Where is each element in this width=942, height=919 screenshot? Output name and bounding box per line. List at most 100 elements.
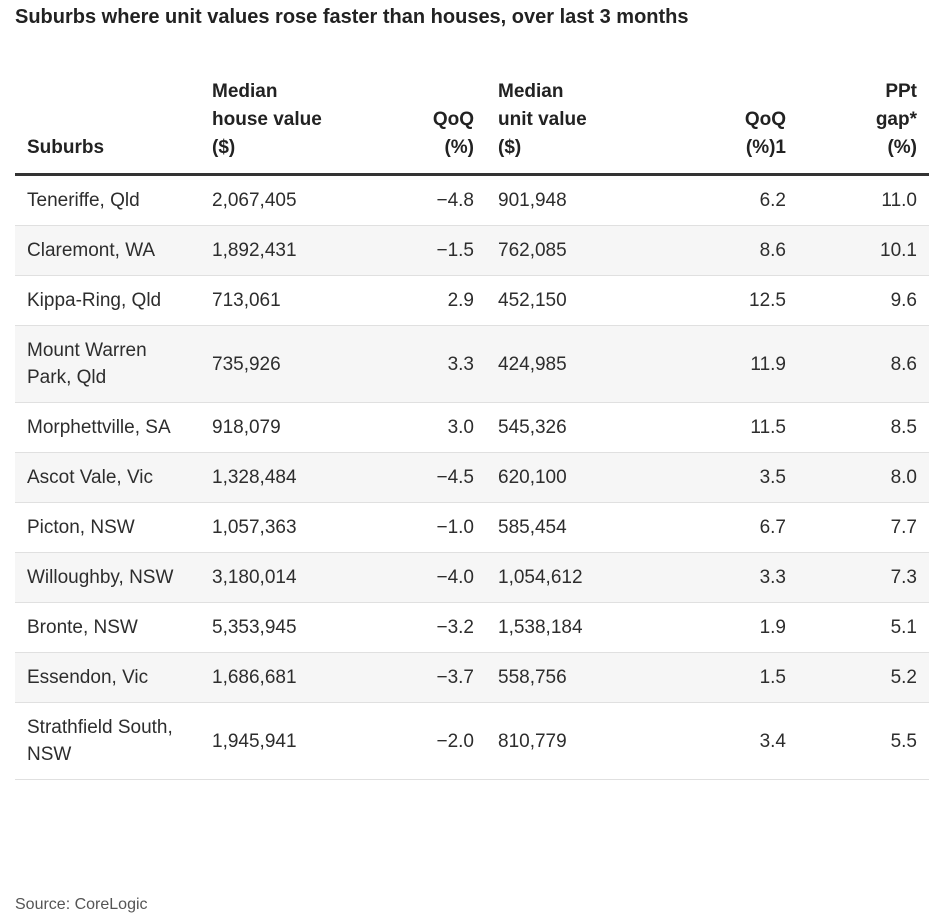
suburb-cell: Strathfield South, NSW: [15, 702, 200, 780]
header-line: Suburbs: [27, 137, 105, 158]
ppt-gap-cell: 8.5: [798, 402, 929, 453]
column-header-median-unit-value: Median unit value ($): [486, 78, 626, 176]
suburb-cell: Claremont, WA: [15, 225, 200, 276]
ppt-gap-cell: 7.7: [798, 502, 929, 553]
header-line: house value: [212, 109, 322, 130]
unit-qoq-cell: 1.5: [626, 652, 798, 703]
unit-qoq-cell: 3.3: [626, 552, 798, 603]
column-header-house-qoq: QoQ (%): [340, 78, 486, 176]
table-row: Mount Warren Park, Qld 735,926 3.3 424,985 1…: [15, 325, 929, 403]
house-qoq-cell: −3.7: [340, 652, 486, 703]
header-line: (%): [887, 137, 917, 158]
house-value-cell: 713,061: [200, 275, 340, 326]
header-line: (%)1: [745, 137, 786, 158]
unit-value-cell: 1,538,184: [486, 602, 626, 653]
suburb-cell: Kippa-Ring, Qld: [15, 275, 200, 326]
column-header-suburbs: Suburbs: [15, 78, 200, 176]
house-value-cell: 1,892,431: [200, 225, 340, 276]
header-line: unit value: [498, 109, 587, 130]
house-qoq-cell: −4.8: [340, 174, 486, 226]
ppt-gap-cell: 9.6: [798, 275, 929, 326]
house-qoq-cell: −3.2: [340, 602, 486, 653]
house-qoq-cell: 2.9: [340, 275, 486, 326]
source-note: Source: CoreLogic: [15, 896, 148, 913]
house-value-cell: 5,353,945: [200, 602, 340, 653]
unit-value-cell: 452,150: [486, 275, 626, 326]
column-header-unit-qoq: QoQ (%)1: [626, 78, 798, 176]
unit-value-cell: 810,779: [486, 702, 626, 780]
suburb-cell: Bronte, NSW: [15, 602, 200, 653]
column-header-ppt-gap: PPt gap* (%): [798, 78, 929, 176]
table-row: Strathfield South, NSW 1,945,941 −2.0 810,7…: [15, 702, 929, 780]
suburb-cell: Mount Warren Park, Qld: [15, 325, 200, 403]
suburb-cell: Essendon, Vic: [15, 652, 200, 703]
table-row: Claremont, WA 1,892,431 −1.5 762,085 8.6 10.1: [15, 225, 929, 276]
unit-value-cell: 545,326: [486, 402, 626, 453]
house-qoq-cell: 3.3: [340, 325, 486, 403]
suburb-cell: Ascot Vale, Vic: [15, 452, 200, 503]
house-value-cell: 1,945,941: [200, 702, 340, 780]
suburb-cell: Morphettville, SA: [15, 402, 200, 453]
house-qoq-cell: 3.0: [340, 402, 486, 453]
unit-value-cell: 424,985: [486, 325, 626, 403]
unit-value-cell: 762,085: [486, 225, 626, 276]
table-row: Bronte, NSW 5,353,945 −3.2 1,538,184 1.9 5.1: [15, 602, 929, 653]
unit-qoq-cell: 1.9: [626, 602, 798, 653]
house-value-cell: 735,926: [200, 325, 340, 403]
header-line: Median: [212, 81, 278, 102]
suburb-cell: Willoughby, NSW: [15, 552, 200, 603]
header-line: Median: [498, 81, 564, 102]
house-qoq-cell: −1.0: [340, 502, 486, 553]
unit-value-cell: 585,454: [486, 502, 626, 553]
ppt-gap-cell: 8.0: [798, 452, 929, 503]
ppt-gap-cell: 8.6: [798, 325, 929, 403]
header-line: gap*: [875, 109, 917, 130]
ppt-gap-cell: 5.1: [798, 602, 929, 653]
house-value-cell: 1,686,681: [200, 652, 340, 703]
header-line: QoQ: [432, 109, 474, 130]
header-line: ($): [498, 137, 522, 158]
header-line: PPt: [885, 81, 917, 102]
house-value-cell: 1,057,363: [200, 502, 340, 553]
table-row: Kippa-Ring, Qld 713,061 2.9 452,150 12.5 9.6: [15, 275, 929, 326]
unit-qoq-cell: 3.5: [626, 452, 798, 503]
header-line: ($): [212, 137, 236, 158]
table-body: Teneriffe, Qld 2,067,405 −4.8 901,948 6.2 11.…: [15, 174, 929, 780]
table-row: Essendon, Vic 1,686,681 −3.7 558,756 1.5 5.2: [15, 652, 929, 703]
chart-title: Suburbs where unit values rose faster th…: [15, 6, 689, 28]
house-value-cell: 918,079: [200, 402, 340, 453]
suburb-cell: Picton, NSW: [15, 502, 200, 553]
house-qoq-cell: −1.5: [340, 225, 486, 276]
unit-value-cell: 620,100: [486, 452, 626, 503]
unit-value-cell: 901,948: [486, 174, 626, 226]
house-value-cell: 3,180,014: [200, 552, 340, 603]
table-row: Morphettville, SA 918,079 3.0 545,326 11.5 8.…: [15, 402, 929, 453]
house-qoq-cell: −2.0: [340, 702, 486, 780]
ppt-gap-cell: 11.0: [798, 174, 929, 226]
unit-qoq-cell: 11.9: [626, 325, 798, 403]
unit-value-cell: 1,054,612: [486, 552, 626, 603]
header-line: (%): [444, 137, 474, 158]
unit-qoq-cell: 8.6: [626, 225, 798, 276]
unit-qoq-cell: 3.4: [626, 702, 798, 780]
data-table: Suburbs Median house value ($) QoQ (%) M…: [15, 78, 929, 780]
unit-qoq-cell: 12.5: [626, 275, 798, 326]
house-value-cell: 2,067,405: [200, 174, 340, 226]
suburb-cell: Teneriffe, Qld: [15, 174, 200, 226]
header-line: QoQ: [744, 109, 786, 130]
unit-qoq-cell: 6.2: [626, 174, 798, 226]
house-qoq-cell: −4.0: [340, 552, 486, 603]
table-row: Picton, NSW 1,057,363 −1.0 585,454 6.7 7.7: [15, 502, 929, 553]
ppt-gap-cell: 10.1: [798, 225, 929, 276]
table-row: Ascot Vale, Vic 1,328,484 −4.5 620,100 3.5 8.…: [15, 452, 929, 503]
ppt-gap-cell: 5.5: [798, 702, 929, 780]
table-row: Teneriffe, Qld 2,067,405 −4.8 901,948 6.2 11.…: [15, 174, 929, 226]
header-row: Suburbs Median house value ($) QoQ (%) M…: [15, 78, 929, 176]
house-qoq-cell: −4.5: [340, 452, 486, 503]
unit-qoq-cell: 6.7: [626, 502, 798, 553]
ppt-gap-cell: 7.3: [798, 552, 929, 603]
house-value-cell: 1,328,484: [200, 452, 340, 503]
column-header-median-house-value: Median house value ($): [200, 78, 340, 176]
ppt-gap-cell: 5.2: [798, 652, 929, 703]
